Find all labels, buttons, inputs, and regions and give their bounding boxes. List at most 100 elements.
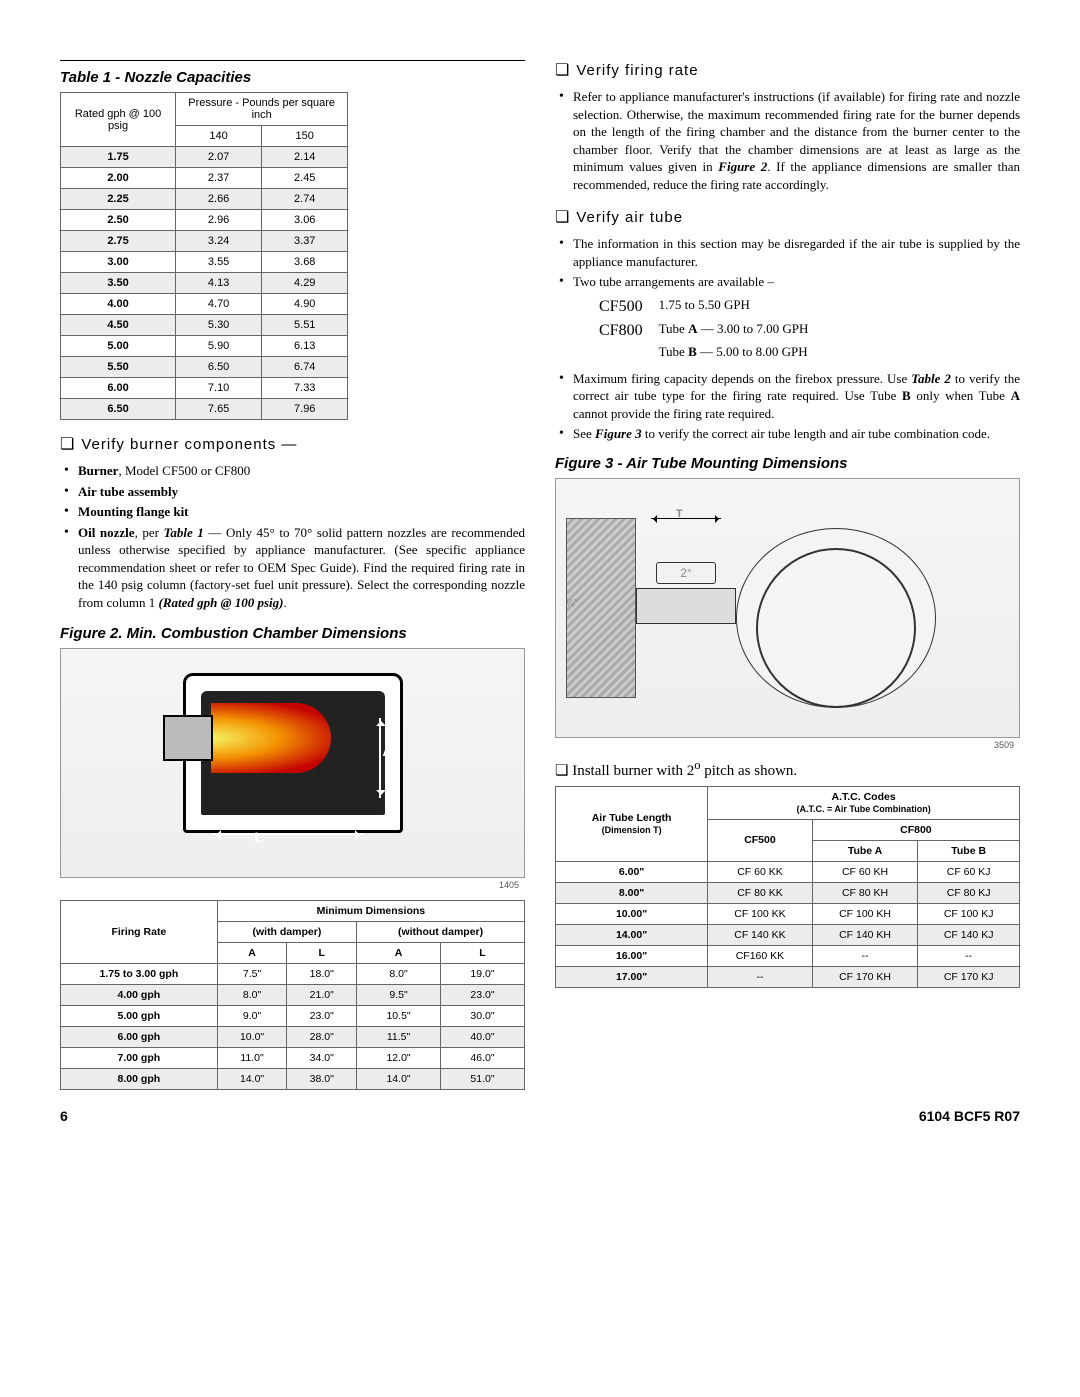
t3-h-tb: Tube B (918, 840, 1020, 861)
table-cell: 1.75 (61, 147, 176, 168)
table-row: 2.502.963.06 (61, 210, 348, 231)
t3-h-atc: A.T.C. Codes(A.T.C. = Air Tube Combinati… (708, 786, 1020, 819)
table-row: 5.506.506.74 (61, 357, 348, 378)
table-cell: 4.70 (176, 294, 262, 315)
list-item: Refer to appliance manufacturer's instru… (573, 88, 1020, 193)
table-cell: CF 60 KJ (918, 861, 1020, 882)
table-cell: 10.5" (357, 1006, 441, 1027)
list-item: Two tube arrangements are available – CF… (573, 273, 1020, 361)
tube-arrangements: CF5001.75 to 5.50 GPH CF800Tube A — 3.00… (591, 295, 816, 362)
table-cell: 28.0" (287, 1027, 357, 1048)
table-cell: 6.00" (556, 861, 708, 882)
t3-h-800: CF800 (812, 819, 1019, 840)
table-cell: 3.50 (61, 273, 176, 294)
table-cell: 3.55 (176, 252, 262, 273)
t2-h-md: Minimum Dimensions (217, 901, 524, 922)
table-cell: 6.00 gph (61, 1027, 218, 1048)
figure3-number: 3509 (555, 740, 1020, 750)
table-row: 8.00"CF 80 KKCF 80 KHCF 80 KJ (556, 882, 1020, 903)
figure2-diagram: L A (60, 648, 525, 878)
table-cell: 2.07 (176, 147, 262, 168)
checkbox-icon: ❏ (555, 209, 570, 226)
figure3-diagram: 2° T ¼" (555, 478, 1020, 738)
table-cell: CF 140 KH (812, 924, 918, 945)
table-cell: 30.0" (441, 1006, 525, 1027)
table1-title: Table 1 - Nozzle Capacities (60, 69, 525, 86)
figure3-title: Figure 3 - Air Tube Mounting Dimensions (555, 455, 1020, 472)
table-cell: 34.0" (287, 1048, 357, 1069)
table-cell: 5.90 (176, 336, 262, 357)
table-cell: 6.13 (262, 336, 348, 357)
t3-h-len: Air Tube Length(Dimension T) (556, 786, 708, 861)
table-cell: 2.66 (176, 189, 262, 210)
table-cell: 16.00" (556, 945, 708, 966)
table-cell: 46.0" (441, 1048, 525, 1069)
table-cell: 17.00" (556, 966, 708, 987)
table-cell: 3.00 (61, 252, 176, 273)
t2-h-wd: (with damper) (217, 922, 356, 943)
t1-c2: 150 (262, 126, 348, 147)
table-row: 2.252.662.74 (61, 189, 348, 210)
table-cell: 12.0" (357, 1048, 441, 1069)
table-cell: 2.00 (61, 168, 176, 189)
table-cell: CF160 KK (708, 945, 813, 966)
table-cell: CF 60 KK (708, 861, 813, 882)
table-cell: 2.75 (61, 231, 176, 252)
table-cell: 2.50 (61, 210, 176, 231)
table-cell: 6.50 (61, 399, 176, 420)
figure2-title: Figure 2. Min. Combustion Chamber Dimens… (60, 625, 525, 642)
table-cell: 5.00 (61, 336, 176, 357)
checkbox-icon: ❏ (60, 436, 75, 453)
t2-L1: L (287, 943, 357, 964)
table-cell: 38.0" (287, 1069, 357, 1090)
verify-components-heading: ❏Verify burner components — (60, 434, 525, 454)
table-row: 16.00"CF160 KK---- (556, 945, 1020, 966)
list-item: Maximum firing capacity depends on the f… (573, 370, 1020, 423)
table-cell: 7.96 (262, 399, 348, 420)
table-row: 5.005.906.13 (61, 336, 348, 357)
table-cell: 5.30 (176, 315, 262, 336)
components-list: Burner, Model CF500 or CF800 Air tube as… (60, 462, 525, 611)
table-cell: 8.00" (556, 882, 708, 903)
t1-h2: Pressure - Pounds per square inch (176, 93, 348, 126)
table-cell: CF 100 KH (812, 903, 918, 924)
table-cell: 14.00" (556, 924, 708, 945)
table-cell: 40.0" (441, 1027, 525, 1048)
verify-air-heading: ❏Verify air tube (555, 207, 1020, 227)
checkbox-icon: ❏ (555, 62, 570, 79)
table-cell: 4.50 (61, 315, 176, 336)
table-row: 10.00"CF 100 KKCF 100 KHCF 100 KJ (556, 903, 1020, 924)
table-cell: 1.75 to 3.00 gph (61, 964, 218, 985)
t2-L2: L (441, 943, 525, 964)
table-cell: CF 100 KK (708, 903, 813, 924)
list-item: See Figure 3 to verify the correct air t… (573, 425, 1020, 443)
table-cell: 4.00 (61, 294, 176, 315)
list-item: The information in this section may be d… (573, 235, 1020, 270)
table-cell: 7.10 (176, 378, 262, 399)
figure2-number: 1405 (60, 880, 525, 890)
table1: Rated gph @ 100 psig Pressure - Pounds p… (60, 92, 348, 420)
page-number: 6 (60, 1108, 68, 1124)
table-row: 1.75 to 3.00 gph7.5"18.0"8.0"19.0" (61, 964, 525, 985)
table-cell: -- (708, 966, 813, 987)
table-cell: CF 140 KJ (918, 924, 1020, 945)
table-cell: 5.00 gph (61, 1006, 218, 1027)
table-cell: 3.24 (176, 231, 262, 252)
list-item: Burner, Model CF500 or CF800 (78, 462, 525, 480)
table-cell: 23.0" (441, 985, 525, 1006)
table-cell: 23.0" (287, 1006, 357, 1027)
table-row: 4.00 gph8.0"21.0"9.5"23.0" (61, 985, 525, 1006)
verify-firing-heading: ❏Verify firing rate (555, 60, 1020, 80)
table-cell: 8.00 gph (61, 1069, 218, 1090)
table-cell: 5.51 (262, 315, 348, 336)
table-cell: 2.37 (176, 168, 262, 189)
table-row: 17.00"--CF 170 KHCF 170 KJ (556, 966, 1020, 987)
install-note: ❏ Install burner with 2o pitch as shown. (555, 758, 1020, 780)
doc-id: 6104 BCF5 R07 (919, 1108, 1020, 1124)
t2-A2: A (357, 943, 441, 964)
table-cell: 7.65 (176, 399, 262, 420)
table-cell: 7.00 gph (61, 1048, 218, 1069)
table-cell: 3.37 (262, 231, 348, 252)
t2-h-wod: (without damper) (357, 922, 525, 943)
table-cell: CF 170 KH (812, 966, 918, 987)
